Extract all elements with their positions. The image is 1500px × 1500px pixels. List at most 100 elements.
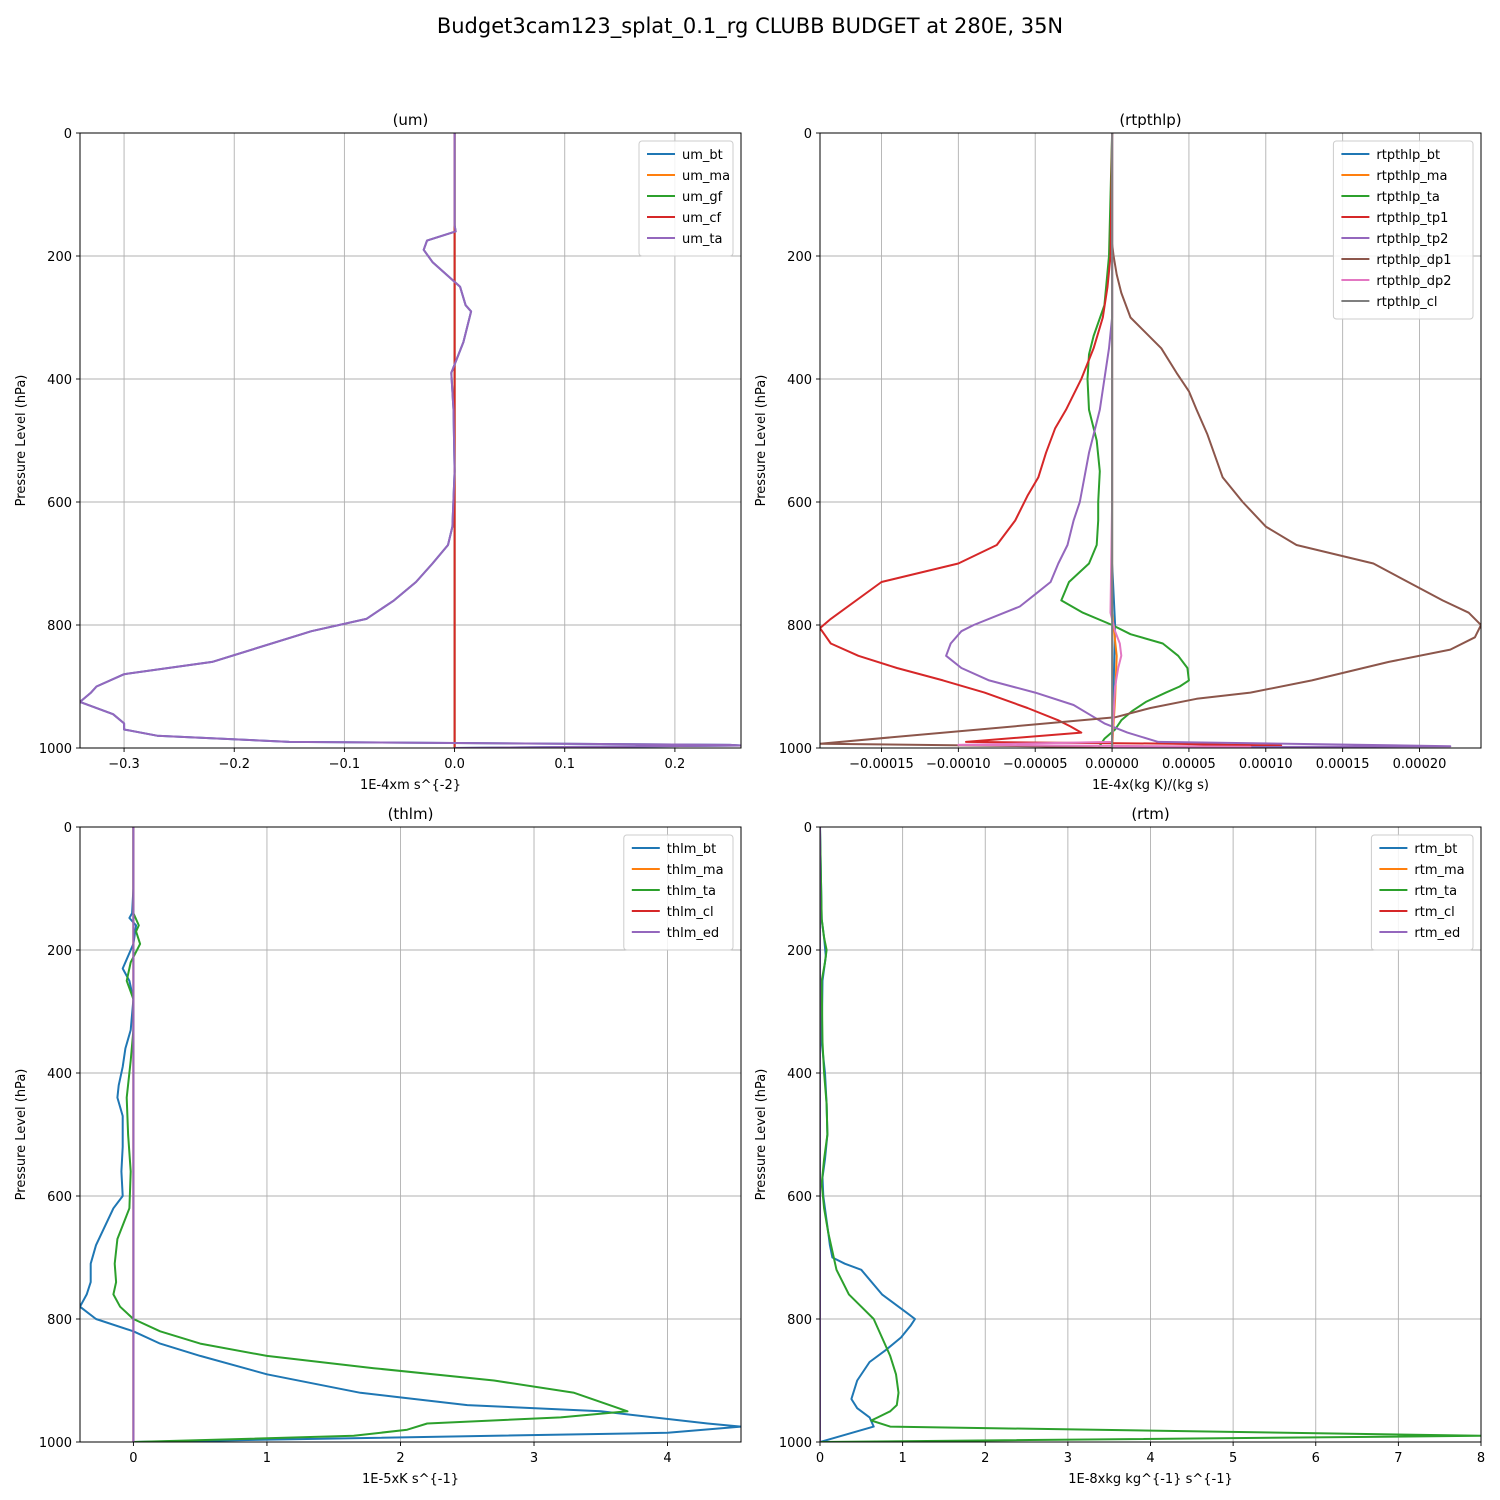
y-axis-label: Pressure Level (hPa) [754, 1069, 769, 1201]
legend-label-rtpthlp_dp1: rtpthlp_dp1 [1376, 253, 1451, 268]
x-tick-label: 0 [129, 1451, 137, 1466]
series-line-thlm_ta [112, 827, 629, 1442]
x-tick-label: 1 [263, 1451, 271, 1466]
y-tick-label: 800 [47, 619, 72, 634]
legend: rtm_bt rtm_ma rtm_ta rtm_cl rtm_ed [1370, 834, 1474, 951]
y-tick-label: 1000 [779, 742, 812, 757]
chart-panel-2: 0 1 2 3 4 0 200 400 600 800 1000 (thlm) 1E-5xK s^{-1… [14, 805, 742, 1487]
y-tick-label: 600 [47, 1190, 72, 1205]
y-tick-label: 200 [787, 944, 812, 959]
y-tick-label: 800 [787, 619, 812, 634]
y-tick-label: 200 [47, 250, 72, 265]
x-tick-label: 2 [396, 1451, 404, 1466]
legend: thlm_bt thlm_ma thlm_ta thlm_cl thlm_ed [623, 834, 734, 951]
x-tick-label: 3 [1064, 1451, 1072, 1466]
x-axis-label: 1E-4xm s^{-2} [360, 778, 461, 793]
legend-label-rtpthlp_ta: rtpthlp_ta [1376, 190, 1439, 205]
x-tick-label: 0 [816, 1451, 824, 1466]
x-tick-label: 4 [1146, 1451, 1154, 1466]
axes-frame [819, 826, 1482, 1443]
y-tick-label: 0 [804, 127, 812, 142]
y-axis-label: Pressure Level (hPa) [754, 375, 769, 507]
chart-panel-0: −0.3 −0.2 −0.1 0.0 0.1 0.2 0 200 400 600 800 1000 (u… [14, 111, 742, 793]
legend-label-um_bt: um_bt [682, 148, 723, 163]
legend-label-rtpthlp_ma: rtpthlp_ma [1376, 169, 1447, 184]
y-tick-label: 400 [47, 373, 72, 388]
x-tick-label: 0.0 [444, 757, 465, 772]
x-tick-label: 7 [1394, 1451, 1402, 1466]
y-tick-label: 600 [47, 496, 72, 511]
series-line-rtpthlp_dp2 [957, 133, 1252, 748]
panel-title: (rtpthlp) [1119, 111, 1181, 129]
legend-label-rtm_ma: rtm_ma [1414, 863, 1464, 878]
x-tick-label: 0.00010 [1239, 757, 1293, 772]
x-tick-label: 0.00020 [1393, 757, 1447, 772]
panel-title: (um) [393, 111, 429, 129]
x-tick-label: −0.00015 [849, 757, 914, 772]
y-tick-label: 0 [804, 821, 812, 836]
x-tick-label: 6 [1312, 1451, 1320, 1466]
y-axis-label: Pressure Level (hPa) [14, 375, 29, 507]
panel-title: (rtm) [1131, 805, 1169, 823]
panel-title: (thlm) [388, 805, 434, 823]
legend-label-rtpthlp_cl: rtpthlp_cl [1376, 295, 1437, 310]
x-tick-label: −0.00010 [926, 757, 991, 772]
x-axis-label: 1E-4x(kg K)/(kg s) [1092, 778, 1209, 793]
y-tick-label: 400 [787, 1067, 812, 1082]
series-line-rtpthlp_tp1 [820, 133, 1283, 748]
y-tick-label: 1000 [39, 742, 72, 757]
legend-label-rtm_ta: rtm_ta [1414, 884, 1457, 899]
y-tick-label: 200 [787, 250, 812, 265]
x-tick-label: 0.00005 [1162, 757, 1216, 772]
y-tick-label: 200 [47, 944, 72, 959]
legend-label-thlm_cl: thlm_cl [667, 905, 714, 920]
series-line-rtpthlp_tp2 [945, 133, 1452, 748]
legend-label-rtpthlp_bt: rtpthlp_bt [1376, 148, 1440, 163]
legend-label-thlm_ta: thlm_ta [667, 884, 716, 899]
legend-box [638, 140, 734, 257]
chart-panel-1: −0.00015 −0.00010 −0.00005 0.00000 0.00005 0.… [754, 111, 1482, 793]
x-tick-label: 8 [1477, 1451, 1485, 1466]
legend-label-rtpthlp_dp2: rtpthlp_dp2 [1376, 274, 1451, 289]
y-tick-label: 400 [47, 1067, 72, 1082]
series-group [80, 133, 741, 748]
x-tick-label: −0.00005 [1003, 757, 1068, 772]
legend-label-thlm_ed: thlm_ed [667, 926, 719, 941]
legend-label-thlm_bt: thlm_bt [667, 842, 716, 857]
y-tick-label: 800 [787, 1313, 812, 1328]
x-tick-label: 3 [530, 1451, 538, 1466]
series-line-rtm_bt [820, 827, 916, 1442]
x-tick-label: 0.00015 [1316, 757, 1370, 772]
legend-box [1370, 834, 1474, 951]
x-tick-label: 2 [981, 1451, 989, 1466]
series-line-rtm_ta [820, 827, 1481, 1442]
y-tick-label: 600 [787, 1190, 812, 1205]
legend-label-um_ta: um_ta [682, 232, 722, 247]
series-group [820, 133, 1481, 748]
y-tick-label: 800 [47, 1313, 72, 1328]
legend-label-um_gf: um_gf [682, 190, 723, 205]
legend-label-um_cf: um_cf [682, 211, 722, 226]
legend-label-rtm_ed: rtm_ed [1414, 926, 1460, 941]
y-tick-label: 0 [64, 821, 72, 836]
figure-suptitle: Budget3cam123_splat_0.1_rg CLUBB BUDGET … [436, 14, 1064, 38]
y-axis-label: Pressure Level (hPa) [14, 1069, 29, 1201]
y-tick-label: 1000 [779, 1436, 812, 1451]
series-group [820, 827, 1481, 1442]
x-axis-label: 1E-5xK s^{-1} [362, 1472, 459, 1487]
legend-label-thlm_ma: thlm_ma [667, 863, 724, 878]
x-tick-label: 0.1 [554, 757, 575, 772]
series-group [80, 827, 741, 1442]
x-tick-label: 1 [898, 1451, 906, 1466]
legend: rtpthlp_bt rtpthlp_ma rtpthlp_ta rtpthlp_tp… [1332, 140, 1474, 320]
y-tick-label: 600 [787, 496, 812, 511]
legend: um_bt um_ma um_gf um_cf um_ta [638, 140, 734, 257]
chart-panel-3: 0 1 2 3 4 5 6 7 8 0 200 400 600 800 1000 (rtm) 1E-8xkg k… [754, 805, 1485, 1487]
legend-label-rtm_cl: rtm_cl [1414, 905, 1454, 920]
x-tick-label: −0.1 [329, 757, 361, 772]
axes-frame [79, 132, 742, 749]
y-tick-label: 1000 [39, 1436, 72, 1451]
legend-box [623, 834, 734, 951]
y-tick-label: 400 [787, 373, 812, 388]
